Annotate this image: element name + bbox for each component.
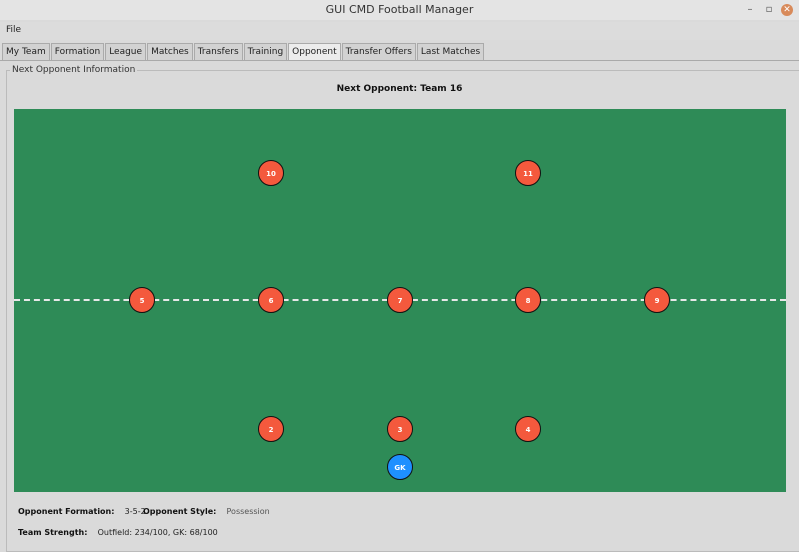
- group-label: Next Opponent Information: [10, 65, 138, 75]
- window-title: GUI CMD Football Manager: [325, 3, 474, 16]
- tab-bar: My Team Formation League Matches Transfe…: [2, 43, 485, 60]
- player-marker-3: 3: [387, 416, 413, 442]
- menu-file[interactable]: File: [6, 25, 22, 35]
- title-bar: GUI CMD Football Manager – ▫ ✕: [0, 0, 799, 20]
- close-icon[interactable]: ✕: [781, 4, 793, 16]
- pitch: 10 11 5 6 7 8 9 2 3 4 GK: [14, 109, 786, 492]
- formation-value: 3-5-2: [124, 507, 146, 516]
- style-label: Opponent Style:: [143, 507, 217, 516]
- player-marker-4: 4: [515, 416, 541, 442]
- tab-matches[interactable]: Matches: [147, 43, 193, 60]
- player-marker-8: 8: [515, 287, 541, 313]
- tab-training[interactable]: Training: [243, 43, 288, 60]
- tab-opponent[interactable]: Opponent: [288, 43, 341, 60]
- tab-last-matches[interactable]: Last Matches: [416, 43, 485, 60]
- player-marker-11: 11: [515, 160, 541, 186]
- tab-formation[interactable]: Formation: [50, 43, 105, 60]
- style-value: Possession: [226, 507, 270, 516]
- minimize-icon[interactable]: –: [747, 4, 753, 15]
- maximize-icon[interactable]: ▫: [765, 4, 773, 15]
- player-marker-10: 10: [258, 160, 284, 186]
- strength-label: Team Strength:: [18, 528, 88, 537]
- style-info: Opponent Style: Possession: [143, 507, 270, 516]
- strength-value: Outfield: 234/100, GK: 68/100: [97, 528, 218, 537]
- player-marker-gk: GK: [387, 454, 413, 480]
- tab-transfers[interactable]: Transfers: [193, 43, 243, 60]
- tab-league[interactable]: League: [105, 43, 147, 60]
- player-marker-2: 2: [258, 416, 284, 442]
- next-opponent-title: Next Opponent: Team 16: [336, 84, 463, 94]
- strength-info: Team Strength: Outfield: 234/100, GK: 68…: [18, 528, 218, 537]
- tab-transfer-offers[interactable]: Transfer Offers: [341, 43, 416, 60]
- formation-label: Opponent Formation:: [18, 507, 115, 516]
- menu-bar: File: [0, 22, 799, 40]
- player-marker-6: 6: [258, 287, 284, 313]
- player-marker-5: 5: [129, 287, 155, 313]
- formation-info: Opponent Formation: 3-5-2: [18, 507, 146, 516]
- tab-my-team[interactable]: My Team: [2, 43, 50, 60]
- player-marker-9: 9: [644, 287, 670, 313]
- player-marker-7: 7: [387, 287, 413, 313]
- tab-divider: [0, 60, 799, 61]
